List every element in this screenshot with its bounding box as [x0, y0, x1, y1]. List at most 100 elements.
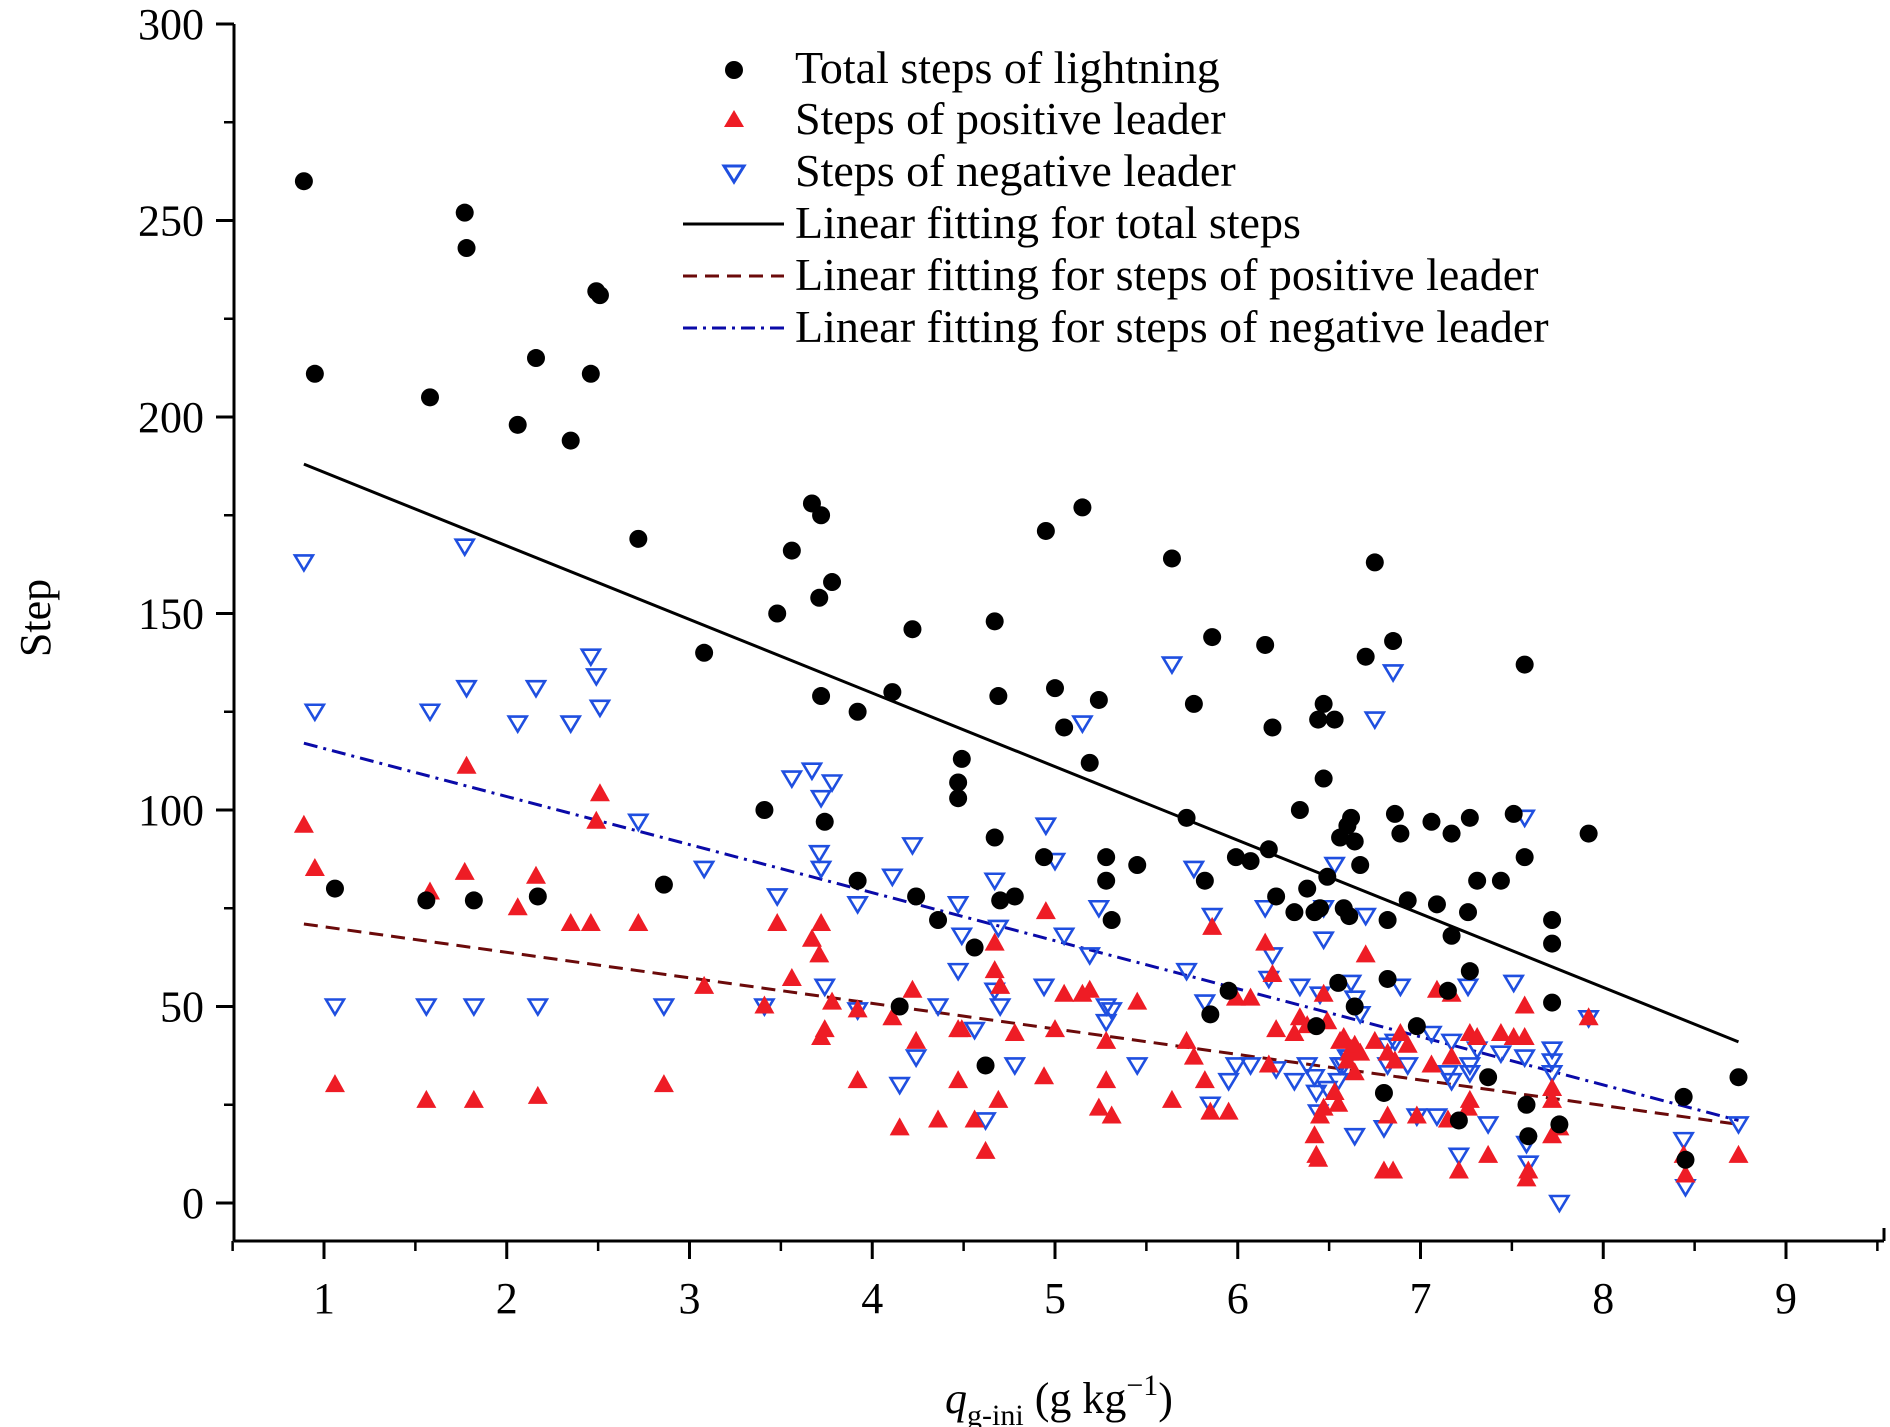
- point-total: [1035, 848, 1054, 867]
- point-total: [907, 887, 926, 906]
- point-total: [581, 364, 600, 383]
- point-total: [1219, 981, 1238, 1000]
- point-total: [1314, 694, 1333, 713]
- point-positive: [1350, 1042, 1371, 1061]
- point-total: [1073, 498, 1092, 517]
- y-tick-label: 100: [138, 786, 204, 835]
- point-negative: [881, 868, 904, 888]
- point-positive: [1308, 1148, 1329, 1167]
- point-total: [1519, 1127, 1538, 1146]
- point-negative: [453, 538, 477, 558]
- x-tick-label: 5: [1044, 1274, 1066, 1323]
- point-total: [1259, 840, 1278, 859]
- point-negative: [1540, 1053, 1564, 1073]
- point-negative: [627, 813, 650, 833]
- point-negative: [1447, 1147, 1471, 1167]
- point-positive: [984, 960, 1005, 979]
- point-total: [1579, 824, 1598, 843]
- point-negative: [303, 703, 327, 723]
- point-negative: [1312, 931, 1335, 951]
- x-tick-label: 6: [1227, 1274, 1249, 1323]
- point-positive: [1448, 1160, 1469, 1179]
- point-negative: [950, 927, 974, 947]
- point-positive: [889, 1117, 910, 1136]
- point-total: [848, 702, 867, 721]
- point-total: [590, 286, 609, 305]
- point-positive: [560, 912, 581, 931]
- point-positive: [1542, 1078, 1563, 1097]
- point-positive: [1478, 1144, 1499, 1163]
- point-negative: [1425, 1108, 1449, 1128]
- point-total: [1097, 871, 1116, 890]
- point-positive: [1328, 1093, 1349, 1112]
- point-negative: [963, 1021, 986, 1041]
- legend-marker-negative: [721, 164, 747, 185]
- point-total: [1128, 856, 1147, 875]
- point-total: [1449, 1111, 1468, 1130]
- point-negative: [901, 837, 924, 856]
- point-total: [1365, 553, 1384, 572]
- point-total: [1374, 1083, 1393, 1102]
- point-total: [1340, 907, 1359, 926]
- point-total: [1310, 899, 1329, 918]
- point-positive: [1490, 1023, 1511, 1042]
- point-total: [1285, 903, 1304, 922]
- point-positive: [1045, 1019, 1065, 1038]
- point-positive: [811, 912, 832, 931]
- point-total: [1729, 1068, 1748, 1087]
- point-total: [455, 203, 474, 222]
- point-negative: [1540, 1065, 1564, 1084]
- point-total: [1378, 969, 1397, 988]
- point-positive: [822, 991, 843, 1010]
- point-positive: [847, 999, 868, 1018]
- point-positive: [586, 810, 607, 829]
- point-total: [1256, 635, 1275, 654]
- point-positive: [1390, 1023, 1411, 1042]
- point-negative: [1182, 860, 1206, 880]
- point-total: [464, 891, 483, 910]
- y-axis-title: Step: [11, 579, 60, 657]
- point-total: [294, 172, 313, 191]
- point-total: [1460, 962, 1479, 981]
- point-total: [1398, 891, 1417, 910]
- point-positive: [1421, 1054, 1442, 1073]
- point-positive: [1384, 1050, 1405, 1069]
- point-total: [1422, 812, 1441, 831]
- point-total: [1391, 824, 1410, 843]
- x-tick-label: 1: [313, 1274, 335, 1323]
- point-total: [1676, 1150, 1695, 1169]
- point-total: [457, 239, 476, 258]
- point-total: [1080, 753, 1099, 772]
- point-negative: [418, 703, 442, 723]
- point-positive: [1127, 991, 1148, 1010]
- point-negative: [462, 998, 486, 1018]
- point-total: [883, 683, 902, 702]
- point-total: [1325, 710, 1344, 729]
- point-positive: [1514, 1026, 1535, 1045]
- legend-label-negative: Steps of negative leader: [795, 145, 1236, 196]
- point-positive: [1258, 1054, 1279, 1073]
- point-total: [1491, 871, 1510, 890]
- point-negative: [1381, 664, 1405, 683]
- point-negative: [1261, 947, 1284, 966]
- point-negative: [807, 844, 831, 864]
- point-positive: [948, 1070, 969, 1089]
- point-total: [561, 431, 580, 450]
- point-total: [1307, 1017, 1326, 1036]
- point-total: [991, 891, 1010, 910]
- point-negative: [1420, 1025, 1443, 1045]
- point-negative: [800, 762, 824, 782]
- point-total: [1479, 1068, 1498, 1087]
- axes: [232, 24, 1886, 1243]
- point-negative: [1078, 947, 1102, 966]
- legend-label-fit-total: Linear fitting for total steps: [795, 197, 1301, 248]
- data-points: [292, 172, 1750, 1214]
- point-negative: [1087, 899, 1111, 919]
- point-negative: [1354, 907, 1377, 927]
- point-negative: [1288, 978, 1312, 998]
- point-positive: [1218, 1101, 1239, 1120]
- y-tick-label: 150: [138, 590, 204, 639]
- point-negative: [455, 679, 478, 699]
- point-negative: [820, 774, 844, 794]
- point-positive: [1202, 916, 1223, 935]
